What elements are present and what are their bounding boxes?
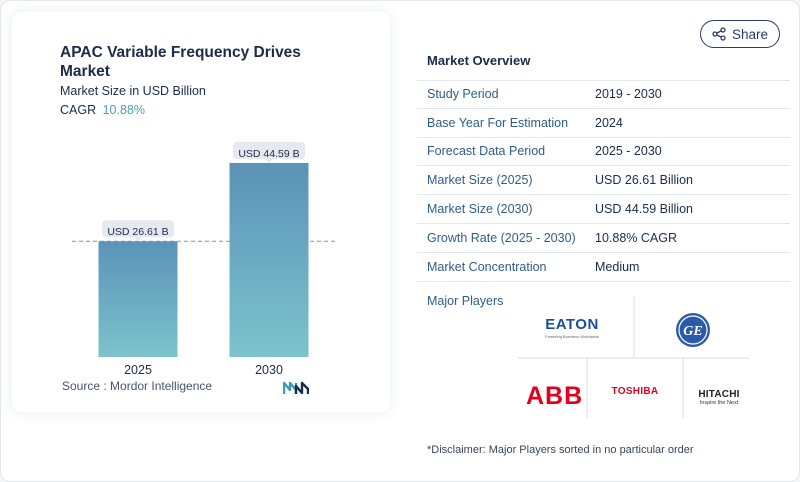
overview-key: Growth Rate (2025 - 2030): [427, 230, 576, 245]
eaton-wordmark: EATON: [545, 316, 599, 333]
data-label: USD 26.61 B: [107, 226, 168, 238]
chart-subtitle: Market Size in USD Billion: [60, 84, 206, 98]
bar-chart: USD 26.61 B 2025 USD 44.59 B 2030: [72, 142, 336, 377]
overview-row: Study Period 2019 - 2030: [417, 80, 790, 109]
x-tick-label: 2030: [255, 363, 283, 377]
chart-card: [12, 12, 390, 412]
chart-title: APAC Variable Frequency Drives Market: [60, 44, 301, 80]
cagr-label: CAGR: [60, 103, 97, 117]
overview-row: Market Size (2025) USD 26.61 Billion: [417, 166, 790, 196]
source-text: Source : Mordor Intelligence: [62, 379, 213, 393]
overview-key: Market Size (2025): [427, 173, 533, 188]
overview-value: USD 44.59 Billion: [595, 202, 693, 217]
share-button[interactable]: Share: [700, 20, 780, 48]
eaton-tagline: Powering Business Worldwide: [545, 334, 599, 339]
x-tick-label: 2025: [124, 363, 152, 377]
market-overview-title: Market Overview: [427, 53, 531, 68]
overview-row: Market Concentration Medium: [417, 253, 790, 282]
toshiba-logo: TOSHIBA: [611, 386, 659, 397]
share-icon: [712, 27, 726, 41]
overview-value: 2024: [595, 115, 623, 130]
overview-value: 2025 - 2030: [595, 144, 662, 159]
cagr-text: CAGR 10.88%: [60, 103, 145, 117]
share-label: Share: [731, 26, 769, 42]
overview-row: Forecast Data Period 2025 - 2030: [417, 138, 790, 167]
overview-row: Growth Rate (2025 - 2030) 10.88% CAGR: [417, 224, 790, 253]
cagr-value: 10.88%: [102, 103, 146, 117]
overview-key: Market Concentration: [427, 259, 547, 274]
eaton-logo: EATON Powering Business Worldwide: [540, 316, 604, 339]
bar-2025: [98, 241, 178, 357]
data-label-bg: [102, 220, 174, 238]
hitachi-logo: HITACHI Inspire the Next: [694, 389, 744, 406]
overview-value: 10.88% CAGR: [595, 230, 677, 245]
hitachi-tagline: Inspire the Next: [699, 400, 739, 406]
overview-value: 2019 - 2030: [595, 87, 662, 102]
overview-key: Forecast Data Period: [427, 144, 546, 159]
data-label-pointer: [134, 237, 142, 242]
mordor-logo-icon: [283, 381, 309, 395]
data-label-bg: [233, 142, 305, 159]
data-label: USD 44.59 B: [238, 148, 299, 160]
overview-row: Base Year For Estimation 2024: [417, 109, 790, 138]
major-players-label: Major Players: [427, 294, 504, 308]
data-label-pointer: [265, 159, 273, 163]
overview-row: Market Size (2030) USD 44.59 Billion: [417, 195, 790, 224]
disclaimer-text: *Disclaimer: Major Players sorted in no …: [427, 444, 694, 456]
ge-logo: GE: [676, 313, 710, 347]
overview-value: USD 26.61 Billion: [595, 173, 693, 188]
ge-wordmark: GE: [683, 324, 702, 339]
overview-key: Market Size (2030): [427, 202, 533, 217]
abb-logo: ABB: [526, 382, 584, 410]
overview-value: Medium: [595, 259, 640, 274]
bar-2030: [229, 163, 309, 357]
hitachi-wordmark: HITACHI: [698, 389, 740, 400]
overview-key: Study Period: [427, 87, 499, 102]
overview-key: Base Year For Estimation: [427, 115, 569, 130]
market-overview-table: Study Period 2019 - 2030 Base Year For Est…: [417, 80, 790, 282]
